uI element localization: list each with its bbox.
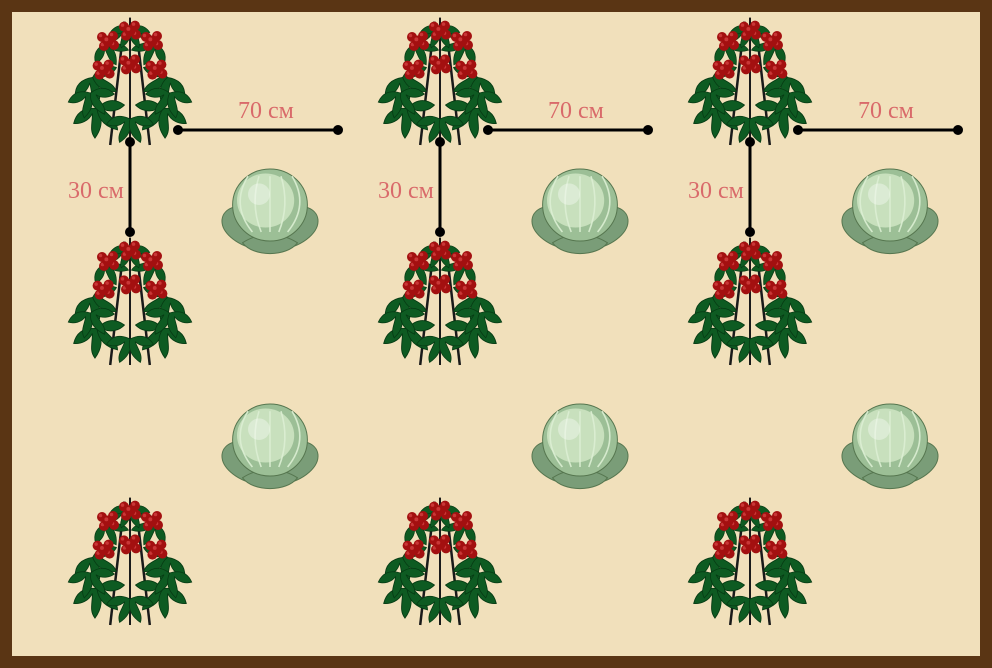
tomato-plant bbox=[67, 238, 193, 365]
v-spacing-label: 30 см bbox=[688, 178, 744, 205]
tomato-plant bbox=[67, 18, 193, 145]
v-spacing-label: 30 см bbox=[378, 178, 434, 205]
tomato-plant bbox=[67, 498, 193, 625]
tomato-plant bbox=[377, 498, 503, 625]
tomato-plant bbox=[687, 498, 813, 625]
diagram-overlay bbox=[0, 0, 992, 668]
tomato-plant bbox=[377, 18, 503, 145]
cabbage bbox=[220, 404, 320, 490]
cabbage bbox=[530, 169, 630, 255]
garden-frame: 70 см 70 см 70 см 30 см 30 см 30 см bbox=[0, 0, 992, 668]
h-spacing-label: 70 см bbox=[238, 98, 294, 125]
cabbage bbox=[220, 169, 320, 255]
tomato-plant bbox=[687, 238, 813, 365]
cabbage bbox=[840, 404, 940, 490]
tomato-plant bbox=[687, 18, 813, 145]
h-spacing-label: 70 см bbox=[548, 98, 604, 125]
tomato-plant bbox=[377, 238, 503, 365]
cabbage bbox=[530, 404, 630, 490]
h-spacing-label: 70 см bbox=[858, 98, 914, 125]
v-spacing-label: 30 см bbox=[68, 178, 124, 205]
cabbage bbox=[840, 169, 940, 255]
